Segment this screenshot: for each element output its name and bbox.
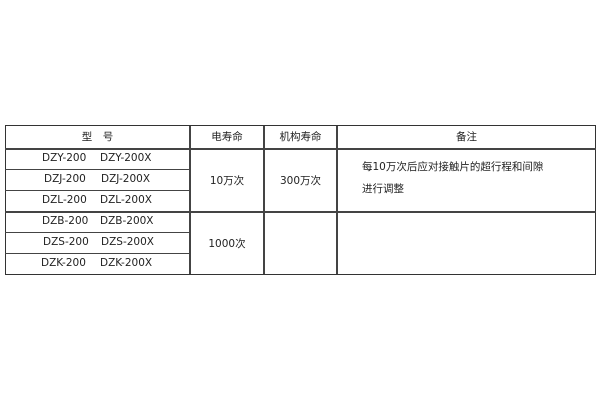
header-electrical-life: 电寿命 [211, 131, 243, 143]
remark-line-1: 每10万次后应对接触片的超行程和间隙 [362, 161, 544, 173]
row-divider [5, 232, 190, 233]
header-model: 型 号 [81, 131, 114, 143]
row-divider [5, 253, 190, 254]
row-divider [5, 190, 190, 191]
mechanical-life-value: 300万次 [279, 175, 322, 187]
group-divider [5, 211, 596, 213]
electrical-life-value: 10万次 [209, 175, 245, 187]
header-divider [5, 148, 596, 150]
header-mechanical-life: 机构寿命 [279, 131, 322, 143]
model-a: DZK-200 [41, 257, 86, 269]
model-a: DZB-200 [42, 215, 89, 227]
model-b: DZS-200X [101, 236, 154, 248]
model-b: DZL-200X [100, 194, 152, 206]
model-b: DZK-200X [100, 257, 153, 269]
column-divider [263, 126, 265, 274]
column-divider [189, 126, 191, 274]
column-divider [336, 126, 338, 274]
electrical-life-value: 1000次 [208, 238, 246, 250]
spec-table [5, 125, 596, 275]
model-a: DZS-200 [43, 236, 89, 248]
header-remarks: 备注 [456, 131, 477, 143]
model-b: DZY-200X [100, 152, 152, 164]
remark-line-2: 进行调整 [362, 183, 404, 195]
model-b: DZJ-200X [101, 173, 151, 185]
row-divider [5, 169, 190, 170]
model-b: DZB-200X [100, 215, 154, 227]
model-a: DZL-200 [42, 194, 87, 206]
model-a: DZJ-200 [44, 173, 86, 185]
model-a: DZY-200 [42, 152, 87, 164]
